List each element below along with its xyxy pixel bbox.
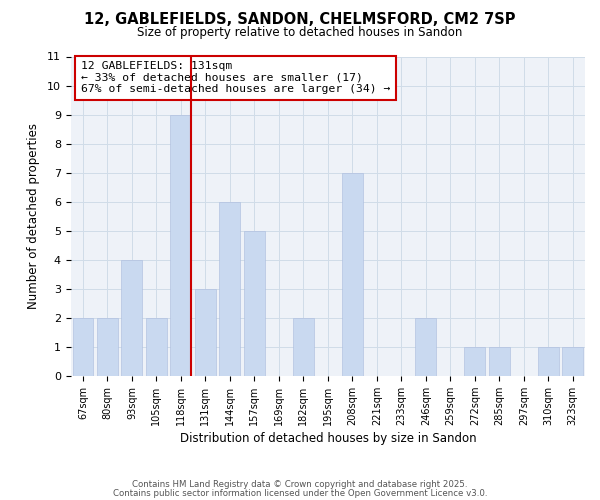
Bar	[538, 347, 559, 376]
Bar	[415, 318, 436, 376]
Bar	[146, 318, 167, 376]
Bar	[489, 347, 509, 376]
Text: Contains HM Land Registry data © Crown copyright and database right 2025.: Contains HM Land Registry data © Crown c…	[132, 480, 468, 489]
Text: Size of property relative to detached houses in Sandon: Size of property relative to detached ho…	[137, 26, 463, 39]
Bar	[97, 318, 118, 376]
Y-axis label: Number of detached properties: Number of detached properties	[27, 123, 40, 309]
X-axis label: Distribution of detached houses by size in Sandon: Distribution of detached houses by size …	[179, 432, 476, 445]
Bar	[73, 318, 94, 376]
Bar	[220, 202, 240, 376]
Bar	[342, 172, 363, 376]
Bar	[121, 260, 142, 376]
Bar	[195, 288, 216, 376]
Text: 12, GABLEFIELDS, SANDON, CHELMSFORD, CM2 7SP: 12, GABLEFIELDS, SANDON, CHELMSFORD, CM2…	[84, 12, 516, 28]
Bar	[170, 114, 191, 376]
Bar	[464, 347, 485, 376]
Text: 12 GABLEFIELDS: 131sqm
← 33% of detached houses are smaller (17)
67% of semi-det: 12 GABLEFIELDS: 131sqm ← 33% of detached…	[81, 62, 391, 94]
Bar	[244, 230, 265, 376]
Bar	[293, 318, 314, 376]
Bar	[562, 347, 583, 376]
Text: Contains public sector information licensed under the Open Government Licence v3: Contains public sector information licen…	[113, 488, 487, 498]
